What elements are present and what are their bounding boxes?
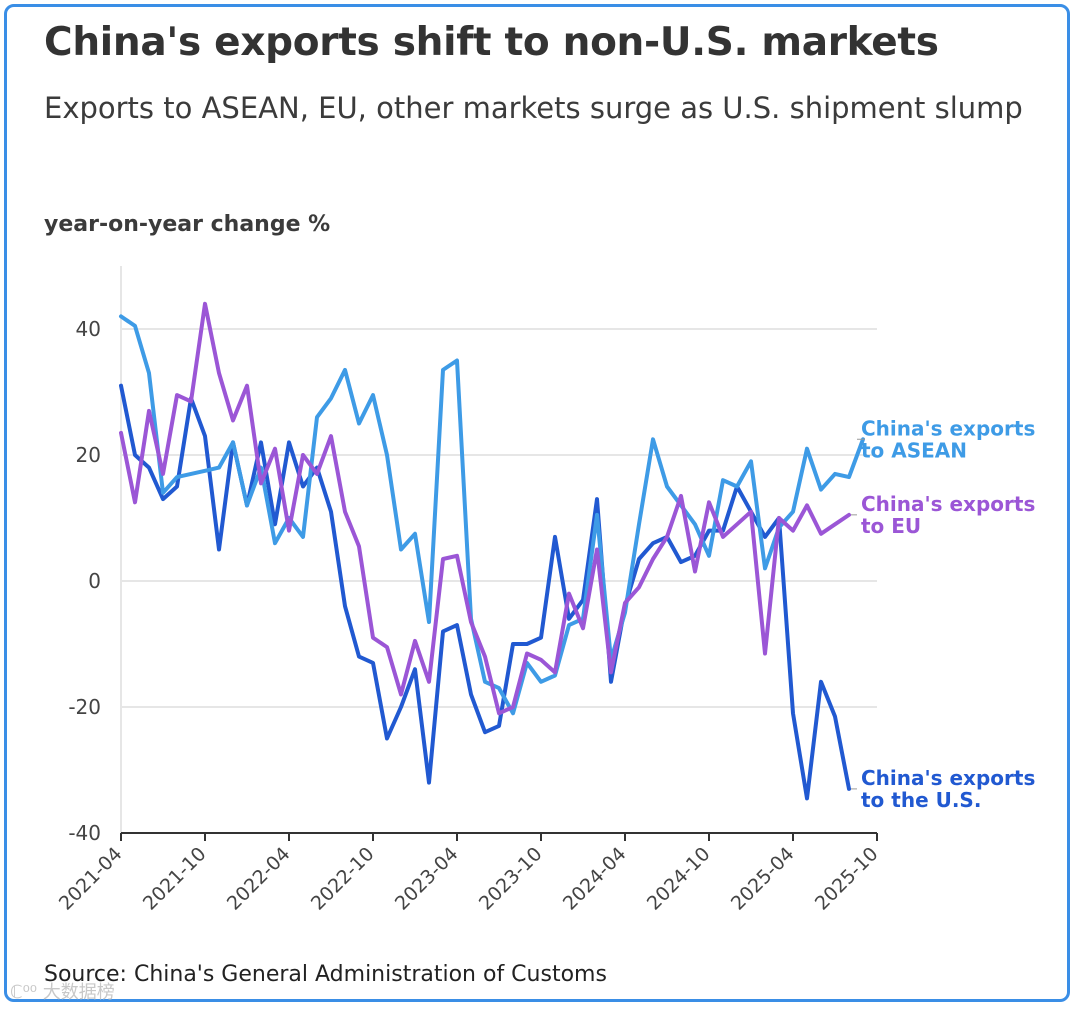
series-label-line: China's exports	[861, 766, 1035, 790]
series-line	[119, 301, 851, 716]
x-tick-label: 2022-04	[223, 843, 295, 915]
x-tick-label: 2022-10	[307, 843, 379, 915]
series-lines	[119, 301, 865, 801]
x-tick-label: 2025-10	[811, 843, 883, 915]
series-label-line: to EU	[861, 514, 921, 538]
series-end-label: China's exports to ASEAN	[861, 416, 1035, 462]
x-tick-label: 2021-04	[55, 843, 127, 915]
series-label-line: to the U.S.	[861, 788, 981, 812]
chart-card	[4, 4, 1070, 1002]
x-tick-label: 2025-04	[727, 843, 799, 915]
series-end-label: China's exports to the U.S.	[861, 766, 1035, 812]
source-note: Source: China's General Administration o…	[44, 962, 607, 987]
y-tick-label: 40	[76, 317, 101, 341]
series-label-line: China's exports	[861, 416, 1035, 440]
y-tick-label: -20	[68, 695, 101, 719]
series-labels: China's exports to the U.S.China's export…	[851, 416, 1035, 812]
x-tick-label: 2023-04	[391, 843, 463, 915]
x-tick-label: 2024-04	[559, 843, 631, 915]
chart-title: China's exports shift to non-U.S. market…	[44, 20, 939, 65]
x-tick-label: 2023-10	[475, 843, 547, 915]
y-axis-label: year-on-year change %	[44, 212, 331, 237]
series-end-label: China's exports to EU	[861, 492, 1035, 538]
y-tick-label: -40	[68, 821, 101, 845]
y-tick-label: 0	[88, 569, 101, 593]
x-tick-label: 2021-10	[139, 843, 211, 915]
y-tick-label: 20	[76, 443, 101, 467]
x-tick-label: 2024-10	[643, 843, 715, 915]
gridlines	[121, 328, 877, 834]
watermark: ℂ⁰⁰ 大数据榜	[10, 982, 115, 1003]
series-label-line: to ASEAN	[861, 438, 967, 462]
chart-subtitle: Exports to ASEAN, EU, other markets surg…	[44, 91, 1023, 125]
series-label-line: China's exports	[861, 492, 1035, 516]
